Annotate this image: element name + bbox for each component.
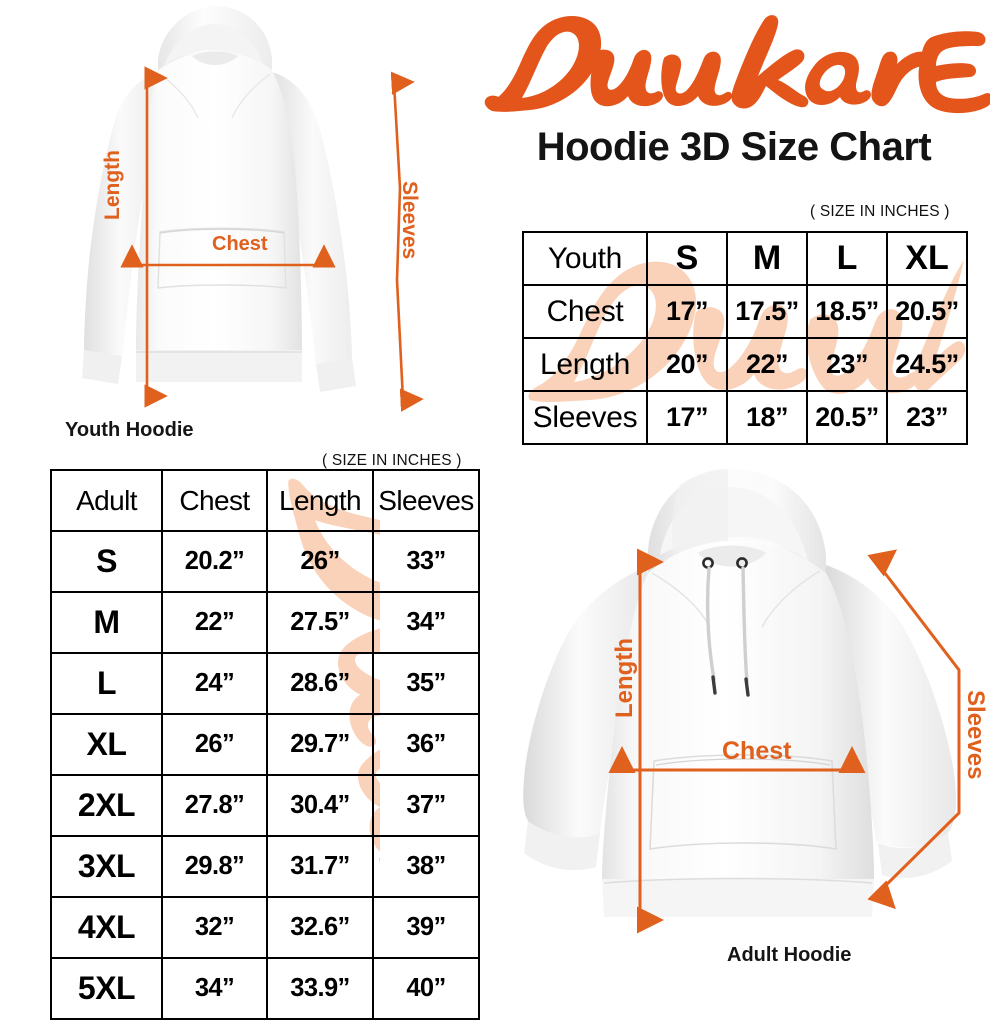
- youth-measure-sleeves: Sleeves: [522, 390, 648, 445]
- adult-sleeves-l: 35”: [372, 652, 480, 715]
- table-row: 3XL 29.8” 31.7” 38”: [50, 835, 480, 898]
- table-row: Chest 17” 17.5” 18.5” 20.5”: [522, 284, 968, 339]
- youth-length-s: 20”: [646, 337, 728, 392]
- page-title: Hoodie 3D Size Chart: [536, 125, 932, 169]
- adult-hoodie-figure: [520, 455, 990, 945]
- adult-dimension-arrows: [608, 548, 961, 934]
- youth-measure-chest: Chest: [522, 284, 648, 339]
- youth-dimension-arrows: [120, 66, 424, 412]
- table-row-header: Youth S M L XL: [522, 231, 968, 286]
- youth-size-in-inches-note: ( SIZE IN INCHES ): [810, 203, 950, 220]
- adult-length-label: Length: [611, 638, 638, 718]
- table-row: 4XL 32” 32.6” 39”: [50, 896, 480, 959]
- adult-length-m: 27.5”: [266, 591, 374, 654]
- adult-length-xl: 29.7”: [266, 713, 374, 776]
- adult-chest-s: 20.2”: [161, 530, 268, 593]
- adult-chest-5xl: 34”: [161, 957, 268, 1020]
- youth-sleeves-l: 20.5”: [806, 390, 888, 445]
- youth-size-m: M: [726, 231, 808, 286]
- adult-col-sleeves: Sleeves: [372, 469, 480, 532]
- adult-sleeves-m: 34”: [372, 591, 480, 654]
- adult-size-s: S: [50, 530, 163, 593]
- youth-size-xl: XL: [886, 231, 968, 286]
- youth-chest-s: 17”: [646, 284, 728, 339]
- adult-sleeves-5xl: 40”: [372, 957, 480, 1020]
- youth-sleeves-label: Sleeves: [398, 181, 421, 260]
- dunkare-logo: [478, 8, 990, 128]
- youth-size-table: Youth S M L XL Chest 17” 17.5” 18.5” 20.…: [522, 231, 968, 445]
- table-row: XL 26” 29.7” 36”: [50, 713, 480, 776]
- youth-corner-label: Youth: [522, 231, 648, 286]
- youth-chest-l: 18.5”: [806, 284, 888, 339]
- adult-chest-m: 22”: [161, 591, 268, 654]
- youth-sleeves-xl: 23”: [886, 390, 968, 445]
- youth-length-label: Length: [101, 150, 124, 220]
- adult-length-l: 28.6”: [266, 652, 374, 715]
- adult-size-5xl: 5XL: [50, 957, 163, 1020]
- table-row-header: Adult Chest Length Sleeves: [50, 469, 480, 532]
- adult-chest-label: Chest: [722, 737, 792, 765]
- adult-size-in-inches-note: ( SIZE IN INCHES ): [322, 452, 462, 469]
- adult-size-l: L: [50, 652, 163, 715]
- youth-length-xl: 24.5”: [886, 337, 968, 392]
- youth-sleeves-s: 17”: [646, 390, 728, 445]
- adult-chest-3xl: 29.8”: [161, 835, 268, 898]
- adult-length-3xl: 31.7”: [266, 835, 374, 898]
- adult-length-s: 26”: [266, 530, 374, 593]
- adult-hoodie-caption: Adult Hoodie: [727, 944, 852, 966]
- adult-size-table: Adult Chest Length Sleeves S 20.2” 26” 3…: [50, 469, 480, 1020]
- adult-sleeves-4xl: 39”: [372, 896, 480, 959]
- adult-col-length: Length: [266, 469, 374, 532]
- adult-sleeves-xl: 36”: [372, 713, 480, 776]
- adult-length-5xl: 33.9”: [266, 957, 374, 1020]
- adult-length-4xl: 32.6”: [266, 896, 374, 959]
- adult-sleeves-3xl: 38”: [372, 835, 480, 898]
- adult-sleeves-2xl: 37”: [372, 774, 480, 837]
- adult-col-chest: Chest: [161, 469, 268, 532]
- youth-hoodie-figure: [40, 0, 460, 420]
- table-row: Length 20” 22” 23” 24.5”: [522, 337, 968, 392]
- table-row: 2XL 27.8” 30.4” 37”: [50, 774, 480, 837]
- youth-length-l: 23”: [806, 337, 888, 392]
- adult-sleeves-s: 33”: [372, 530, 480, 593]
- table-row: M 22” 27.5” 34”: [50, 591, 480, 654]
- adult-size-xl: XL: [50, 713, 163, 776]
- adult-size-2xl: 2XL: [50, 774, 163, 837]
- adult-length-2xl: 30.4”: [266, 774, 374, 837]
- adult-size-3xl: 3XL: [50, 835, 163, 898]
- youth-measure-length: Length: [522, 337, 648, 392]
- adult-corner-label: Adult: [50, 469, 163, 532]
- youth-hoodie-caption: Youth Hoodie: [65, 419, 194, 441]
- table-row: Sleeves 17” 18” 20.5” 23”: [522, 390, 968, 445]
- adult-chest-l: 24”: [161, 652, 268, 715]
- youth-chest-label: Chest: [212, 233, 268, 255]
- adult-size-m: M: [50, 591, 163, 654]
- youth-length-m: 22”: [726, 337, 808, 392]
- youth-sleeves-m: 18”: [726, 390, 808, 445]
- adult-sleeves-label: Sleeves: [962, 690, 989, 780]
- table-row: L 24” 28.6” 35”: [50, 652, 480, 715]
- adult-size-4xl: 4XL: [50, 896, 163, 959]
- adult-chest-4xl: 32”: [161, 896, 268, 959]
- youth-chest-xl: 20.5”: [886, 284, 968, 339]
- adult-chest-xl: 26”: [161, 713, 268, 776]
- youth-size-s: S: [646, 231, 728, 286]
- youth-size-l: L: [806, 231, 888, 286]
- youth-chest-m: 17.5”: [726, 284, 808, 339]
- table-row: 5XL 34” 33.9” 40”: [50, 957, 480, 1020]
- adult-chest-2xl: 27.8”: [161, 774, 268, 837]
- table-row: S 20.2” 26” 33”: [50, 530, 480, 593]
